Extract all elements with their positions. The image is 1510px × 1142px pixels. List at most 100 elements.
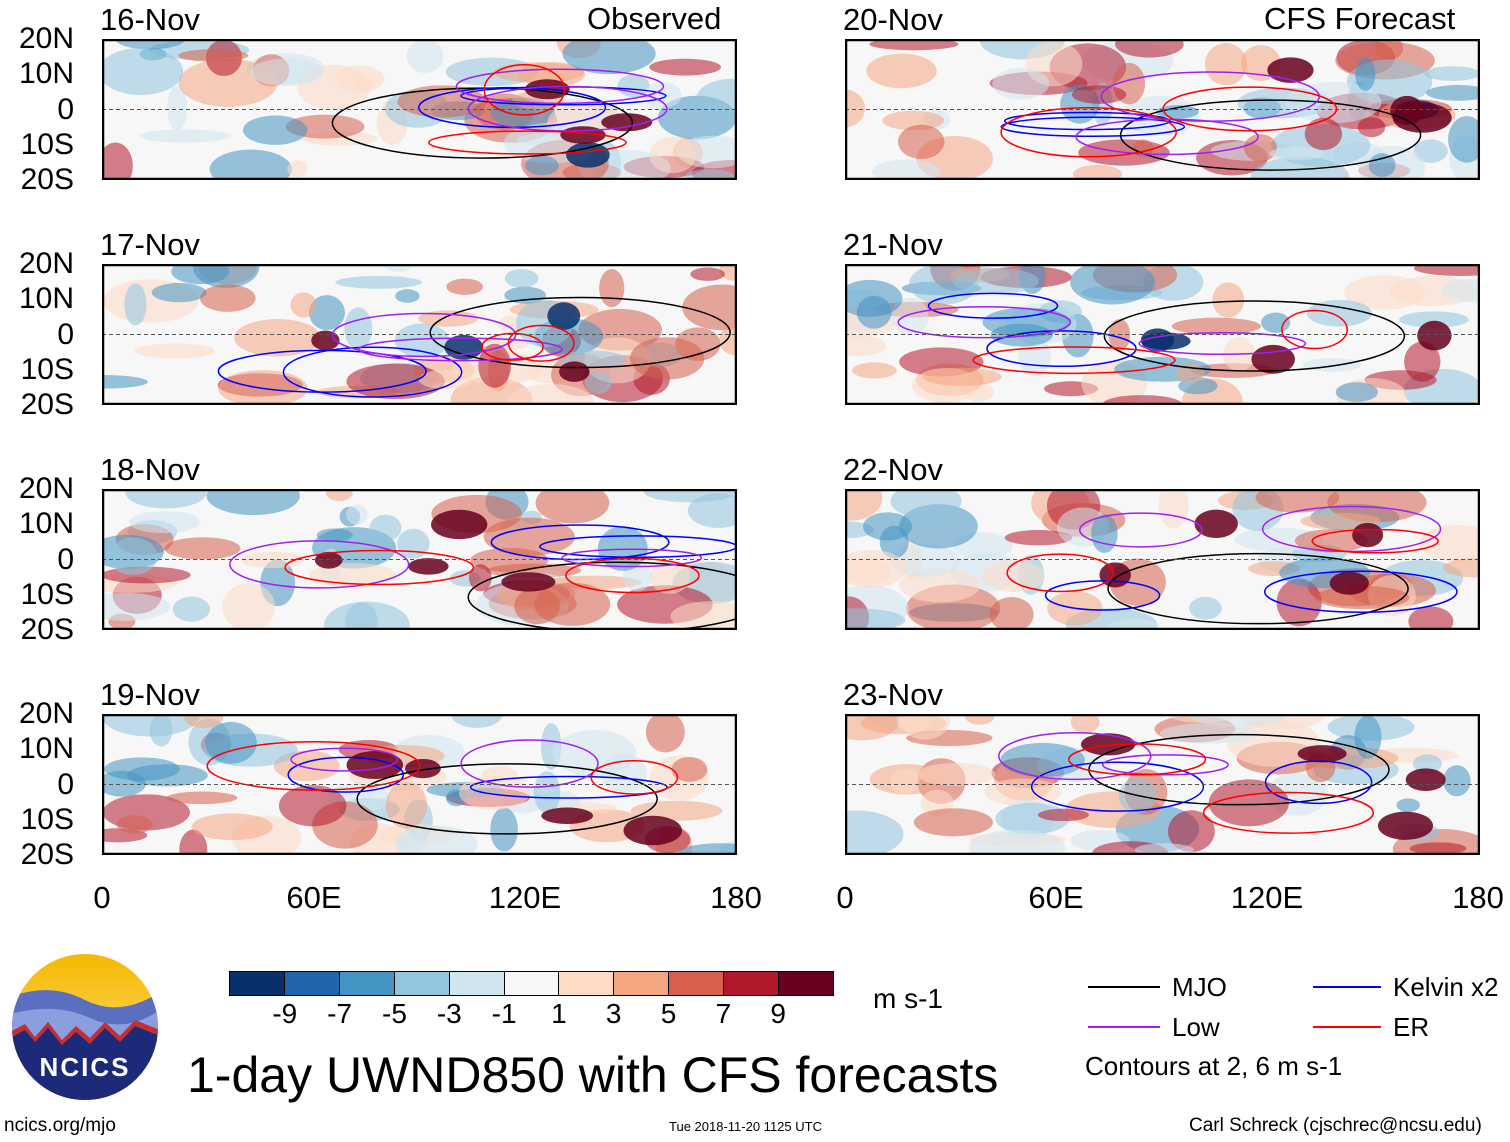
- wind-anomaly-blob: [395, 289, 420, 303]
- wind-anomaly-core: [314, 551, 343, 569]
- colorbar-swatch: [723, 972, 779, 995]
- wind-anomaly-blob: [498, 315, 522, 334]
- kelvin-contour: [282, 346, 463, 398]
- map-panel-22-Nov: [845, 489, 1480, 630]
- low-contour: [455, 68, 665, 105]
- colorbar-label: -9: [272, 998, 298, 1029]
- wind-anomaly-blob: [1413, 139, 1448, 163]
- wind-anomaly-blob: [326, 489, 353, 501]
- wind-anomaly-blob: [525, 155, 559, 176]
- wind-anomaly-core: [1417, 320, 1452, 351]
- legend-label-mjo: MJO: [1172, 972, 1227, 1002]
- wind-anomaly-blob: [649, 559, 691, 594]
- er-contour: [284, 549, 475, 586]
- wind-anomaly-core: [1405, 768, 1446, 792]
- low-contour: [998, 732, 1152, 781]
- wind-anomaly-blob: [234, 319, 322, 357]
- wind-anomaly-blob: [690, 267, 725, 281]
- wind-anomaly-core: [566, 142, 610, 168]
- wind-anomaly-blob: [990, 323, 1053, 347]
- wind-field: [102, 489, 737, 630]
- wind-anomaly-blob: [1409, 842, 1467, 855]
- legend-line-er: [1313, 1026, 1381, 1028]
- er-contour: [1006, 553, 1114, 593]
- lat-label: 10N: [18, 57, 74, 91]
- kelvin-contour: [1264, 760, 1373, 805]
- wind-anomaly-blob: [872, 159, 941, 180]
- wind-anomaly-blob: [1108, 618, 1159, 630]
- wind-field: [102, 264, 737, 405]
- wind-anomaly-blob: [102, 47, 184, 95]
- colorbar-swatch: [448, 972, 504, 995]
- wind-anomaly-blob: [922, 367, 1002, 386]
- wind-anomaly-blob: [102, 375, 148, 389]
- wind-anomaly-blob: [856, 295, 892, 329]
- low-contour: [460, 739, 599, 788]
- wind-anomaly-blob: [278, 785, 347, 827]
- wind-anomaly-blob: [149, 714, 173, 747]
- wind-anomaly-blob: [845, 335, 887, 357]
- panel-date-left-0: 16-Nov: [100, 2, 200, 37]
- wind-anomaly-core: [501, 572, 556, 592]
- wind-anomaly-blob: [685, 169, 735, 180]
- mjo-contour: [1103, 300, 1406, 372]
- wind-anomaly-core: [1080, 733, 1136, 756]
- wind-anomaly-blob: [879, 525, 909, 559]
- wind-anomaly-blob: [889, 768, 920, 795]
- wind-anomaly-core: [541, 807, 594, 825]
- kelvin-contour: [1030, 761, 1205, 812]
- wind-anomaly-blob: [1072, 164, 1123, 180]
- wind-anomaly-blob: [1426, 85, 1480, 101]
- colorbar-swatch: [283, 972, 339, 995]
- wind-anomaly-blob: [1171, 317, 1261, 335]
- wind-anomaly-blob: [287, 160, 308, 178]
- wind-anomaly-blob: [534, 582, 611, 626]
- colorbar-label: -3: [436, 998, 462, 1029]
- panel-date-right-1: 21-Nov: [843, 227, 943, 262]
- wind-field: [102, 39, 737, 180]
- wind-anomaly-blob: [1419, 525, 1480, 562]
- wind-anomaly-blob: [116, 815, 153, 834]
- wind-anomaly-blob: [468, 564, 492, 592]
- wind-anomaly-blob: [446, 278, 483, 295]
- wind-anomaly-blob: [164, 537, 241, 560]
- wind-anomaly-core: [1267, 57, 1314, 83]
- lon-label-right-60e: 60E: [1028, 880, 1084, 915]
- wind-anomaly-blob: [1091, 514, 1118, 553]
- legend-label-low: Low: [1172, 1012, 1220, 1042]
- wind-anomaly-core: [405, 758, 441, 779]
- wind-anomaly-blob: [406, 39, 444, 74]
- er-contour: [427, 130, 627, 155]
- lat-label: 20S: [20, 163, 74, 196]
- wind-anomaly-blob: [102, 142, 133, 180]
- wind-anomaly-blob: [397, 825, 478, 855]
- er-contour: [590, 760, 679, 795]
- kelvin-contour: [287, 756, 405, 793]
- wind-anomaly-blob: [562, 39, 656, 75]
- wind-anomaly-blob: [1158, 489, 1189, 529]
- wind-anomaly-blob: [1134, 843, 1194, 855]
- lat-label: 10S: [20, 577, 74, 611]
- lon-label-left-0: 0: [93, 880, 111, 915]
- panel-date-right-3: 23-Nov: [843, 677, 943, 712]
- wind-anomaly-blob: [869, 39, 959, 51]
- wind-anomaly-blob: [643, 489, 737, 503]
- wind-anomaly-blob: [913, 808, 994, 837]
- wind-anomaly-blob: [335, 275, 422, 289]
- legend-label-er: ER: [1393, 1012, 1430, 1042]
- mjo-contour: [429, 296, 731, 369]
- wind-anomaly-blob: [1414, 264, 1480, 276]
- wind-anomaly-blob: [719, 325, 737, 355]
- wind-anomaly-core: [1392, 102, 1452, 133]
- wind-anomaly-blob: [1243, 134, 1277, 162]
- lat-label: 20N: [18, 697, 74, 730]
- wind-anomaly-core: [1251, 344, 1295, 374]
- wind-anomaly-blob: [1070, 264, 1155, 305]
- wind-anomaly-blob: [882, 110, 945, 131]
- wind-anomaly-blob: [490, 807, 518, 852]
- wind-anomaly-blob: [852, 362, 897, 379]
- wind-anomaly-blob: [206, 489, 300, 516]
- kelvin-contour: [469, 775, 668, 799]
- wind-anomaly-blob: [172, 596, 211, 622]
- kelvin-contour: [1000, 116, 1186, 138]
